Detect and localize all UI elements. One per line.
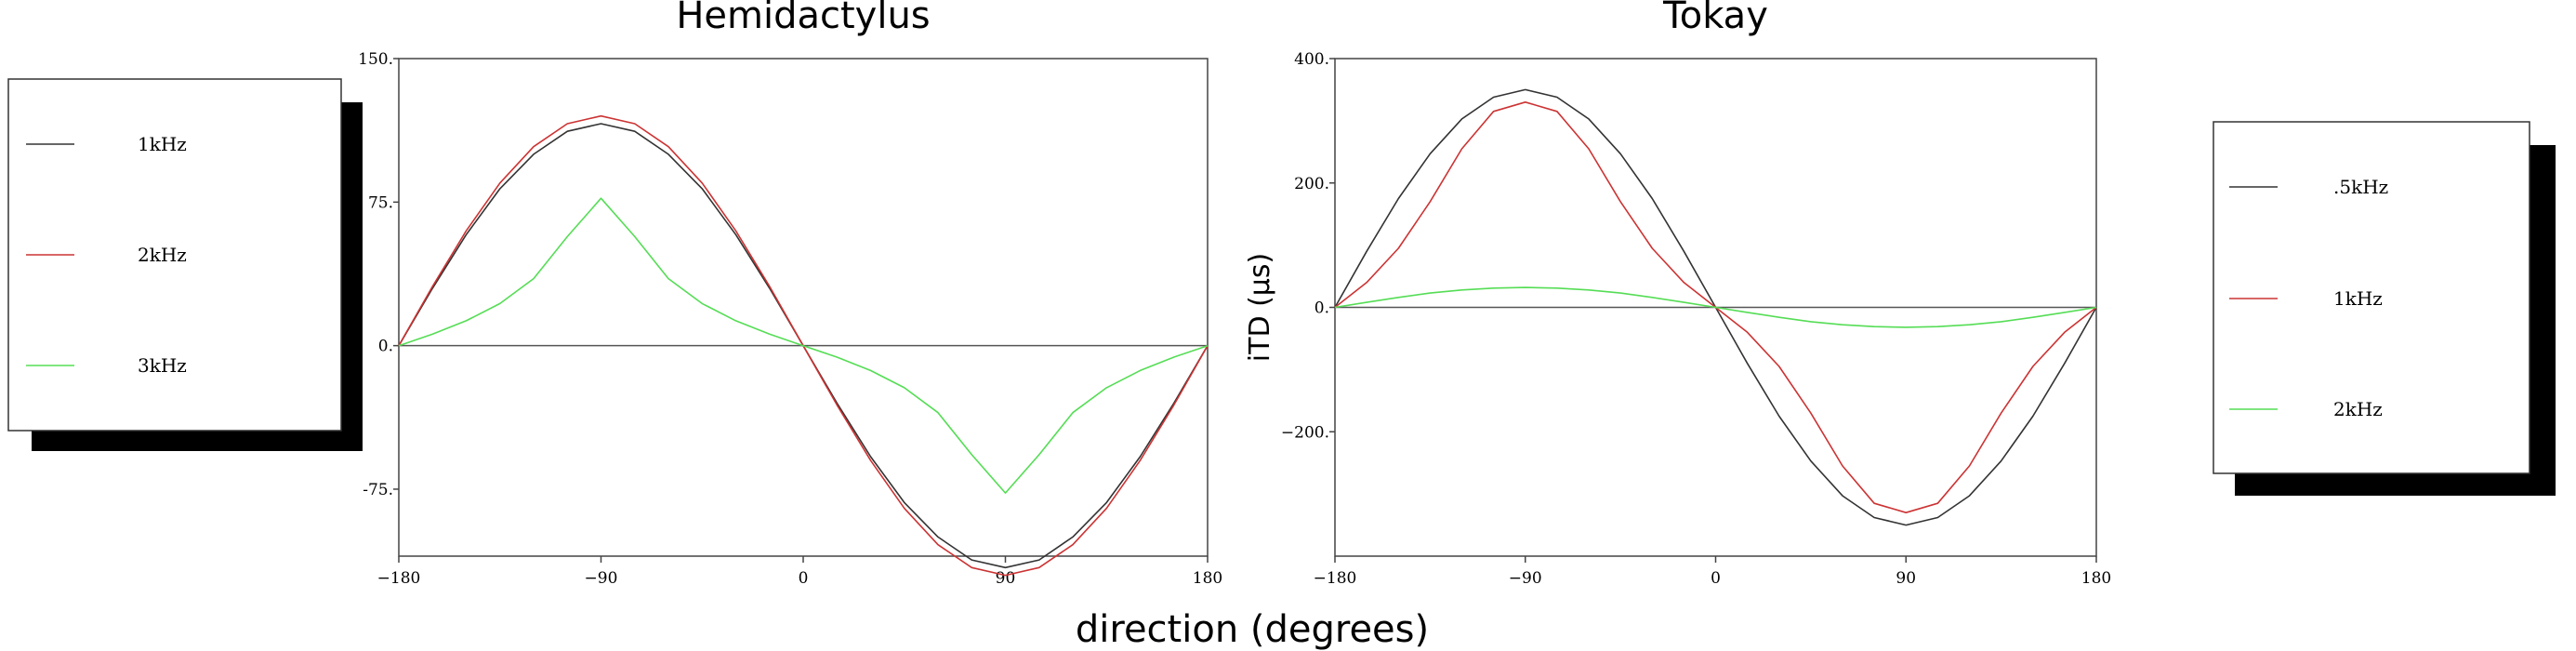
y-tick-label: 0. <box>378 338 393 356</box>
y-tick-label: 75. <box>368 193 393 212</box>
legend-tokay: .5kHz 1kHz 2kHz <box>2213 121 2556 496</box>
y-tick-label: 400. <box>1294 50 1329 69</box>
x-tick-label: −90 <box>1509 569 1542 588</box>
legend-box <box>2213 121 2530 474</box>
x-tick-label: 0 <box>799 569 809 588</box>
x-tick-label: −180 <box>377 569 421 588</box>
x-tick-label: 90 <box>1896 569 1916 588</box>
plot-frame <box>398 58 1209 557</box>
y-tick-label: -75. <box>363 481 393 499</box>
legend-label-2khz: 2kHz <box>138 244 187 266</box>
x-tick-label: 180 <box>2081 569 2111 588</box>
x-tick-label: −90 <box>585 569 618 588</box>
y-tick-label: −200. <box>1281 423 1329 442</box>
panel-tokay: −180 −90 0 90 180 400. 200. 0. −200. Tokay iTD (μs… <box>1244 0 2111 588</box>
legend-hemidactylus: 1kHz 2kHz 3kHz <box>7 78 363 451</box>
legend-label-1khz: 1kHz <box>2333 287 2383 310</box>
panel-hemidactylus: −180 −90 0 90 180 150. 75. 0. -75. Hemidactylus <box>358 0 1222 588</box>
x-tick-label: 180 <box>1193 569 1222 588</box>
y-tick-label: 0. <box>1314 299 1329 318</box>
legend-label-3khz: 3kHz <box>138 354 187 377</box>
x-tick-label: −180 <box>1314 569 1357 588</box>
y-tick-label: 150. <box>358 50 393 69</box>
chart-title: Hemidactylus <box>676 0 930 37</box>
figure-xlabel: direction (degrees) <box>1076 608 1429 651</box>
legend-label-2khz: 2kHz <box>2333 398 2383 420</box>
x-tick-label: 0 <box>1711 569 1721 588</box>
legend-label-1khz: 1kHz <box>138 133 187 155</box>
chart-title: Tokay <box>1662 0 1768 37</box>
y-tick-label: 200. <box>1294 175 1329 193</box>
series-line-2khz <box>1334 286 2097 328</box>
x-tick-label: 90 <box>996 569 1016 588</box>
legend-label-05khz: .5kHz <box>2333 176 2388 198</box>
y-axis-label: iTD (μs) <box>1244 253 1276 362</box>
series-line-3khz <box>398 197 1209 494</box>
